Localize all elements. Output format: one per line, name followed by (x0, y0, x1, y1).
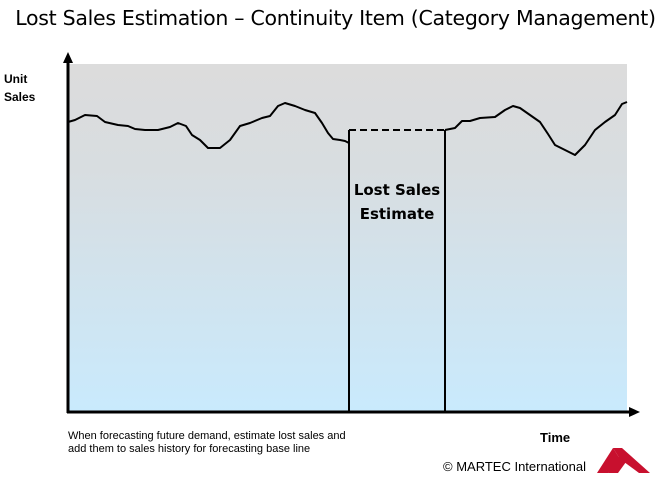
sales-history-line-before (67, 102, 350, 149)
x-axis-label: Time (540, 430, 571, 445)
x-axis-arrow-icon (629, 407, 640, 417)
y-axis-label: Unit Sales (4, 72, 36, 104)
sales-history-line-after (444, 101, 628, 156)
lost-sales-label-line1: Lost Sales (353, 181, 441, 199)
y-axis-arrow-icon (63, 52, 73, 63)
page-title: Lost Sales Estimation – Continuity Item … (15, 6, 656, 30)
plot-area (68, 64, 627, 412)
lost-sales-label-line2: Estimate (359, 205, 435, 223)
copyright: © MARTEC International (443, 459, 587, 474)
footnote: When forecasting future demand, estimate… (68, 430, 346, 455)
martec-logo-icon (597, 448, 650, 473)
lost-sales-estimate-label: Lost Sales Estimate (349, 178, 445, 226)
